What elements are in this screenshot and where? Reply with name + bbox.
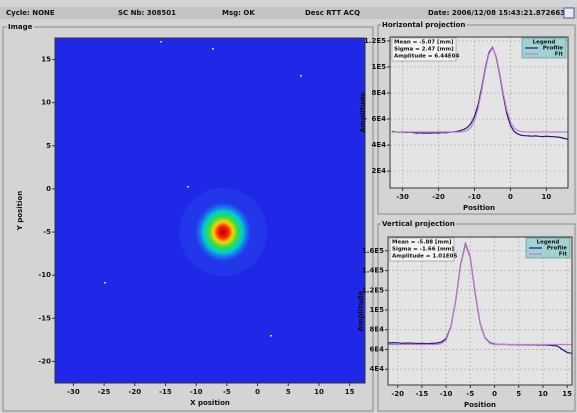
y-tick-label: -5 [43, 228, 51, 236]
y-axis-label: Amplitude [357, 290, 365, 331]
plot-border [54, 37, 366, 384]
x-axis-label: X position [190, 399, 230, 407]
x-tick-label: 10 [542, 193, 552, 201]
legend-box [525, 237, 571, 259]
plot-area [390, 37, 568, 188]
vproj-panel [377, 223, 576, 412]
series-line [388, 243, 572, 346]
legend-box [521, 37, 567, 59]
panel-title: Image [8, 23, 33, 31]
y-tick-label: 10 [41, 99, 51, 107]
hot-pixel [187, 186, 189, 188]
legend-title: Legend [533, 40, 556, 46]
x-tick-label: 10 [538, 390, 548, 398]
y-tick-label: 5 [46, 142, 51, 150]
description: Desc RTT ACQ [305, 9, 360, 17]
menu-icon[interactable] [563, 7, 575, 19]
x-tick-label: -20 [128, 388, 141, 396]
y-tick-label: -15 [38, 314, 51, 322]
panel-title: Horizontal projection [382, 21, 465, 29]
y-tick-label: 4E4 [369, 365, 384, 373]
x-tick-label: -10 [468, 193, 481, 201]
hot-pixel [270, 335, 272, 337]
hproj-panel [377, 24, 576, 215]
x-tick-label: -10 [190, 388, 203, 396]
x-tick-label: -25 [98, 388, 111, 396]
image-panel [2, 26, 374, 412]
panel-title: Vertical projection [382, 220, 455, 228]
series-line [391, 46, 568, 133]
x-tick-label: 5 [286, 388, 291, 396]
legend-title: Legend [537, 240, 560, 246]
legend-label: Profile [547, 246, 567, 252]
hot-pixel [300, 75, 302, 77]
x-tick-label: 15 [562, 390, 572, 398]
x-tick-label: -30 [396, 193, 409, 201]
plot-area [388, 237, 572, 385]
x-tick-label: -5 [466, 390, 474, 398]
x-tick-label: -30 [67, 388, 80, 396]
hot-pixel [212, 48, 214, 50]
hot-pixel [160, 41, 162, 43]
beam-spot [193, 200, 254, 265]
title-bg [381, 220, 456, 228]
title-bg [381, 21, 467, 29]
y-tick-label: 6E4 [371, 115, 386, 123]
x-axis-label: Position [463, 204, 495, 212]
x-axis-label: Position [464, 401, 496, 409]
y-axis-label: Amplitude [359, 92, 367, 133]
y-tick-label: 1.4E5 [362, 267, 384, 275]
stat-line: Mean = -5.88 [mm] [392, 240, 452, 246]
x-tick-label: 15 [345, 388, 355, 396]
y-tick-label: -20 [38, 357, 51, 365]
y-tick-label: 2E4 [371, 167, 386, 175]
legend-label: Fit [555, 52, 564, 58]
y-tick-label: 8E4 [371, 89, 386, 97]
y-tick-label: 1E5 [369, 306, 384, 314]
header-bar [0, 7, 577, 19]
legend-label: Profile [543, 46, 563, 52]
x-tick-label: -10 [440, 390, 453, 398]
stat-line: Sigma = 2.47 [mm] [394, 47, 454, 53]
plot-border [389, 36, 569, 189]
x-tick-label: -20 [391, 390, 404, 398]
x-tick-label: -5 [223, 388, 231, 396]
x-tick-label: -15 [416, 390, 429, 398]
sc-number: SC Nb: 308501 [118, 9, 176, 17]
stats-box [391, 37, 457, 62]
series-line [391, 46, 569, 140]
y-tick-label: 15 [41, 56, 51, 64]
hot-pixel [104, 282, 106, 284]
title-bg [7, 23, 34, 31]
y-tick-label: 1.2E5 [364, 37, 386, 45]
stat-line: Amplitude = 6.44E04 [394, 54, 459, 60]
x-tick-label: -20 [432, 193, 445, 201]
message: Msg: OK [222, 9, 255, 17]
y-tick-label: 0 [46, 185, 51, 193]
x-tick-label: 0 [508, 193, 513, 201]
y-tick-label: -10 [38, 271, 51, 279]
stat-line: Sigma = -1.66 [mm] [392, 247, 454, 253]
legend-label: Fit [559, 252, 568, 258]
y-tick-label: 1.2E5 [362, 286, 384, 294]
x-tick-label: 0 [255, 388, 260, 396]
stat-line: Amplitude = 1.01E05 [392, 254, 457, 260]
x-tick-label: 5 [516, 390, 521, 398]
cycle: Cycle: NONE [6, 9, 55, 17]
y-tick-label: 8E4 [369, 326, 384, 334]
stats-box [389, 237, 455, 262]
date: Date: 2006/12/08 15:43:21.872663 [428, 9, 565, 17]
stat-line: Mean = -5.07 [mm] [394, 40, 454, 46]
x-tick-label: 10 [314, 388, 324, 396]
x-tick-label: -15 [159, 388, 172, 396]
y-tick-label: 1.6E5 [362, 247, 384, 255]
plot-border [387, 236, 573, 386]
y-tick-label: 6E4 [369, 345, 384, 353]
y-axis-label: Y position [16, 191, 24, 231]
y-tick-label: 1E5 [371, 63, 386, 71]
x-tick-label: 0 [492, 390, 497, 398]
y-tick-label: 4E4 [371, 141, 386, 149]
